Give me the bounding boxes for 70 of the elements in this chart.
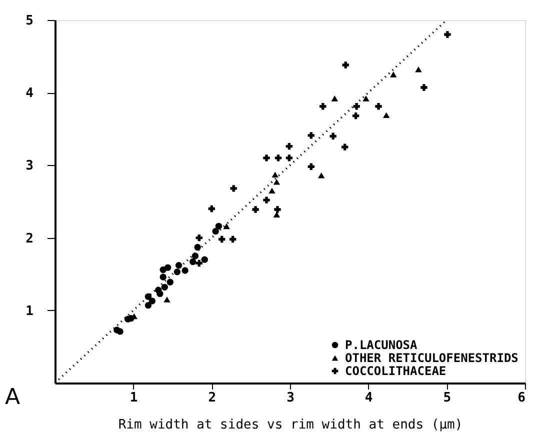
point: [263, 154, 270, 162]
point: [164, 264, 172, 271]
x-tick-label: 4: [364, 390, 373, 406]
point: [144, 293, 152, 300]
point: [274, 206, 281, 213]
point: [362, 96, 370, 102]
point: [286, 142, 293, 150]
point: [286, 154, 293, 162]
y-tick-label: 5: [26, 14, 34, 28]
x-axis-title: Rim width at sides vs rim width at ends (µm): [118, 418, 463, 432]
point: [161, 284, 168, 291]
point: [330, 132, 336, 140]
point: [320, 103, 326, 110]
point: [390, 72, 397, 78]
point: [194, 244, 201, 251]
point: [212, 228, 219, 235]
point: [263, 196, 270, 204]
y-tick-label: 3: [26, 158, 34, 174]
point: [318, 172, 325, 178]
point: [215, 222, 222, 230]
point: [308, 163, 315, 170]
point: [144, 302, 152, 309]
point: [274, 154, 282, 162]
point: [342, 62, 349, 68]
point: [341, 144, 348, 150]
point: [196, 260, 202, 267]
point: [352, 112, 360, 120]
point: [420, 84, 428, 91]
point: [166, 278, 174, 286]
point: [196, 234, 202, 242]
point: [252, 206, 259, 213]
legend-label: COCCOLITHACEAE: [345, 364, 446, 378]
point: [229, 236, 236, 243]
y-tick-label: 2: [26, 231, 34, 246]
point: [415, 66, 422, 72]
x-tick-label: 6: [518, 390, 526, 406]
point: [175, 262, 182, 269]
point: [444, 31, 451, 38]
x-tick-label: 3: [286, 390, 294, 406]
point: [174, 268, 181, 276]
legend-label: P.LACUNOSA: [345, 338, 418, 352]
point: [148, 298, 156, 304]
point: [160, 274, 166, 280]
point: [218, 236, 226, 243]
point: [116, 328, 124, 335]
x-tick-label: 1: [130, 390, 138, 406]
point: [230, 185, 237, 192]
x-tick-label: 5: [443, 390, 452, 406]
text: A: [5, 385, 20, 410]
point: [353, 103, 360, 110]
point: [272, 172, 278, 178]
point: [155, 286, 162, 294]
legend-label: OTHER RETICULOFENESTRIDS: [345, 351, 518, 365]
point: [375, 103, 382, 110]
y-tick-label: 4: [26, 86, 34, 102]
point: [331, 96, 338, 102]
y-tick-label: 1: [26, 304, 34, 319]
point: [201, 256, 208, 263]
point: [273, 178, 280, 185]
point: [164, 296, 170, 302]
point: [382, 112, 390, 118]
point: [223, 223, 230, 230]
point: [190, 258, 196, 266]
point: [273, 212, 280, 218]
point: [182, 267, 188, 274]
point: [208, 205, 216, 212]
point: [268, 188, 276, 194]
point: [308, 132, 315, 139]
x-tick-label: 2: [208, 390, 216, 406]
point: [192, 252, 199, 260]
